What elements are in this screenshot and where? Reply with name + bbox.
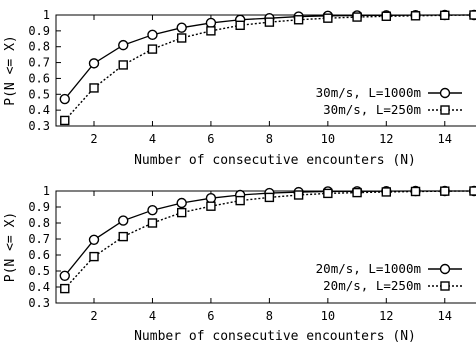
x-tick-label: 14 bbox=[438, 309, 452, 323]
data-point bbox=[89, 83, 99, 93]
y-tick-label: 0.9 bbox=[28, 200, 50, 214]
y-tick-label: 0.6 bbox=[28, 71, 50, 85]
y-tick-label: 1 bbox=[43, 184, 50, 198]
data-point bbox=[59, 93, 70, 105]
x-tick-label: 10 bbox=[321, 132, 335, 146]
data-point bbox=[118, 231, 128, 242]
y-tick-label: 0.3 bbox=[28, 119, 50, 133]
y-tick-label: 0.3 bbox=[28, 296, 50, 310]
x-tick-label: 10 bbox=[321, 309, 335, 323]
data-point bbox=[440, 186, 450, 196]
data-point bbox=[205, 192, 217, 204]
data-point bbox=[323, 13, 333, 23]
legend-swatch-marker bbox=[439, 263, 451, 275]
y-tick-label: 0.5 bbox=[28, 264, 50, 278]
legend-label: 30m/s, L=1000m bbox=[316, 85, 421, 100]
data-point bbox=[147, 29, 158, 41]
y-tick-label: 0.4 bbox=[28, 103, 50, 117]
data-point bbox=[60, 283, 70, 294]
data-point bbox=[88, 234, 100, 246]
y-tick-label: 1 bbox=[43, 8, 50, 22]
x-tick-label: 4 bbox=[149, 309, 156, 323]
data-point bbox=[59, 270, 70, 281]
x-tick-label: 12 bbox=[379, 309, 393, 323]
y-tick-label: 0.8 bbox=[28, 216, 50, 230]
x-tick-label: 6 bbox=[207, 132, 214, 146]
data-point bbox=[206, 201, 216, 211]
data-point bbox=[176, 207, 187, 218]
y-tick-label: 0.7 bbox=[28, 56, 50, 70]
x-tick-label: 12 bbox=[379, 132, 393, 146]
data-point bbox=[235, 195, 245, 206]
legend-swatch-marker bbox=[439, 87, 451, 99]
series-line bbox=[64, 190, 475, 290]
legend-label: 30m/s, L=250m bbox=[323, 102, 421, 117]
data-point bbox=[205, 17, 217, 29]
data-point bbox=[176, 22, 187, 33]
data-point bbox=[118, 39, 129, 51]
y-tick-label: 0.5 bbox=[28, 87, 50, 101]
y-axis-label: P(N <= X) bbox=[3, 35, 18, 105]
x-tick-label: 4 bbox=[149, 132, 156, 146]
data-point bbox=[264, 17, 275, 27]
data-point bbox=[176, 33, 187, 43]
data-point bbox=[410, 11, 421, 21]
x-tick-label: 2 bbox=[90, 309, 97, 323]
data-point bbox=[440, 10, 450, 21]
data-point bbox=[176, 197, 187, 209]
data-point bbox=[293, 190, 304, 200]
data-point bbox=[118, 60, 128, 70]
legend-label: 20m/s, L=1000m bbox=[316, 261, 421, 276]
x-tick-label: 14 bbox=[438, 132, 452, 146]
data-point bbox=[206, 26, 216, 36]
y-tick-label: 0.8 bbox=[28, 40, 50, 54]
data-point bbox=[264, 192, 275, 203]
data-point bbox=[293, 15, 304, 25]
y-tick-label: 0.7 bbox=[28, 232, 50, 246]
data-point bbox=[469, 186, 476, 196]
data-point bbox=[381, 187, 392, 197]
data-point bbox=[352, 12, 362, 22]
data-point bbox=[469, 10, 476, 20]
legend-swatch-marker bbox=[440, 105, 450, 115]
x-tick-label: 6 bbox=[207, 309, 214, 323]
y-tick-label: 0.6 bbox=[28, 248, 50, 262]
x-tick-label: 8 bbox=[266, 132, 273, 146]
data-point bbox=[147, 218, 158, 228]
x-tick-label: 8 bbox=[266, 309, 273, 323]
x-tick-label: 2 bbox=[90, 132, 97, 146]
legend-swatch-marker bbox=[440, 281, 450, 291]
x-axis-label: Number of consecutive encounters (N) bbox=[134, 153, 416, 168]
data-point bbox=[147, 204, 158, 216]
y-tick-label: 0.4 bbox=[28, 280, 50, 294]
legend-label: 20m/s, L=250m bbox=[323, 278, 421, 293]
data-point bbox=[118, 215, 129, 226]
data-point bbox=[235, 20, 245, 31]
y-axis-label: P(N <= X) bbox=[3, 212, 18, 282]
data-point bbox=[323, 188, 333, 199]
data-point bbox=[60, 115, 70, 126]
data-point bbox=[88, 58, 100, 69]
data-point bbox=[147, 44, 158, 54]
x-axis-label: Number of consecutive encounters (N) bbox=[134, 329, 416, 344]
y-tick-label: 0.9 bbox=[28, 24, 50, 38]
data-point bbox=[381, 11, 392, 21]
data-point bbox=[89, 251, 99, 262]
data-point bbox=[352, 187, 362, 198]
data-point bbox=[410, 186, 421, 197]
